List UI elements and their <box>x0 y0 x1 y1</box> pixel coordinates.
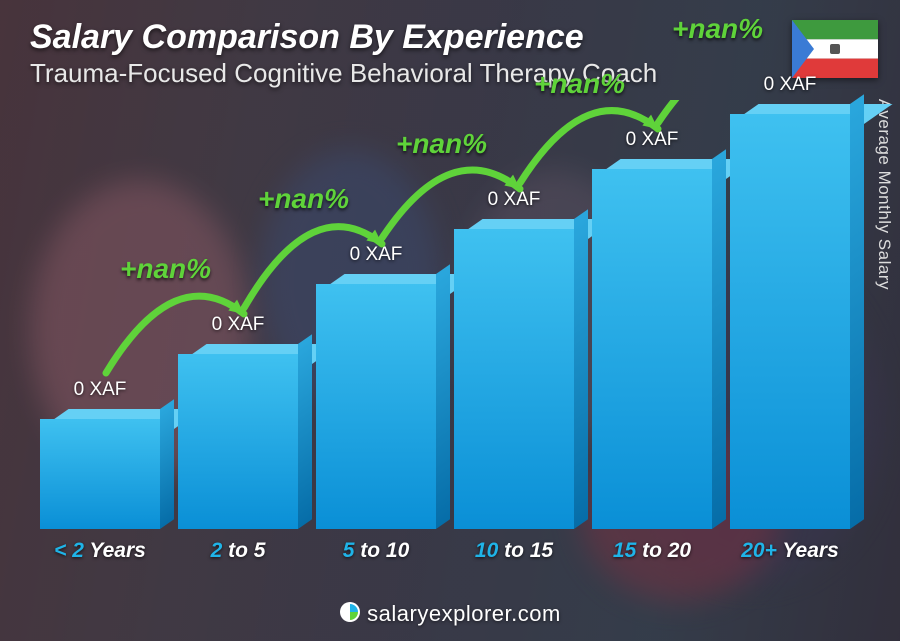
growth-label: +nan% <box>396 128 487 160</box>
country-flag-icon <box>792 20 878 78</box>
bar: 0 XAF <box>316 284 436 529</box>
bar-slot: 0 XAF 5 to 10 <box>316 100 436 529</box>
bar: 0 XAF <box>730 114 850 529</box>
bar-front <box>316 284 436 529</box>
bar-value-label: 0 XAF <box>488 189 541 211</box>
bar-side <box>850 94 864 529</box>
bar-category-label: 5 to 10 <box>316 539 436 563</box>
bar-slot: 0 XAF 2 to 5 <box>178 100 298 529</box>
bar: 0 XAF <box>454 229 574 529</box>
bar-value-label: 0 XAF <box>74 379 127 401</box>
bar-value-label: 0 XAF <box>626 129 679 151</box>
bar-category-label: 20+ Years <box>730 539 850 563</box>
bar: 0 XAF <box>178 354 298 529</box>
bar-slot: 0 XAF 10 to 15 <box>454 100 574 529</box>
bar-side <box>574 209 588 529</box>
footer-text: salaryexplorer.com <box>367 601 561 626</box>
flag-stripe-1 <box>792 20 878 39</box>
growth-label: +nan% <box>672 13 763 45</box>
bar-side <box>436 264 450 529</box>
bars-container: 0 XAF < 2 Years 0 XAF 2 to 5 0 XAF 5 to … <box>40 100 850 529</box>
growth-label: +nan% <box>258 183 349 215</box>
footer-attribution: salaryexplorer.com <box>0 601 900 629</box>
bar-category-label: < 2 Years <box>40 539 160 563</box>
bar-front <box>178 354 298 529</box>
bar-front <box>454 229 574 529</box>
infographic-stage: Salary Comparison By Experience Trauma-F… <box>0 0 900 641</box>
bar-category-label: 10 to 15 <box>454 539 574 563</box>
bar-front <box>730 114 850 529</box>
growth-label: +nan% <box>120 253 211 285</box>
bar-value-label: 0 XAF <box>212 314 265 336</box>
flag-emblem <box>830 44 840 54</box>
bar: 0 XAF <box>40 419 160 529</box>
chart-title: Salary Comparison By Experience <box>30 18 584 57</box>
bar-slot: 0 XAF 20+ Years <box>730 100 850 529</box>
bar-side <box>298 334 312 529</box>
bar-side <box>712 149 726 529</box>
y-axis-label: Average Monthly Salary <box>874 99 894 290</box>
logo-icon <box>339 601 361 629</box>
bar-slot: 0 XAF 15 to 20 <box>592 100 712 529</box>
bar-chart: 0 XAF < 2 Years 0 XAF 2 to 5 0 XAF 5 to … <box>40 100 850 563</box>
bar-slot: 0 XAF < 2 Years <box>40 100 160 529</box>
bar: 0 XAF <box>592 169 712 529</box>
growth-label: +nan% <box>534 68 625 100</box>
bar-category-label: 2 to 5 <box>178 539 298 563</box>
bar-value-label: 0 XAF <box>764 74 817 96</box>
bar-front <box>40 419 160 529</box>
bar-front <box>592 169 712 529</box>
bar-value-label: 0 XAF <box>350 244 403 266</box>
bar-category-label: 15 to 20 <box>592 539 712 563</box>
bar-side <box>160 399 174 529</box>
